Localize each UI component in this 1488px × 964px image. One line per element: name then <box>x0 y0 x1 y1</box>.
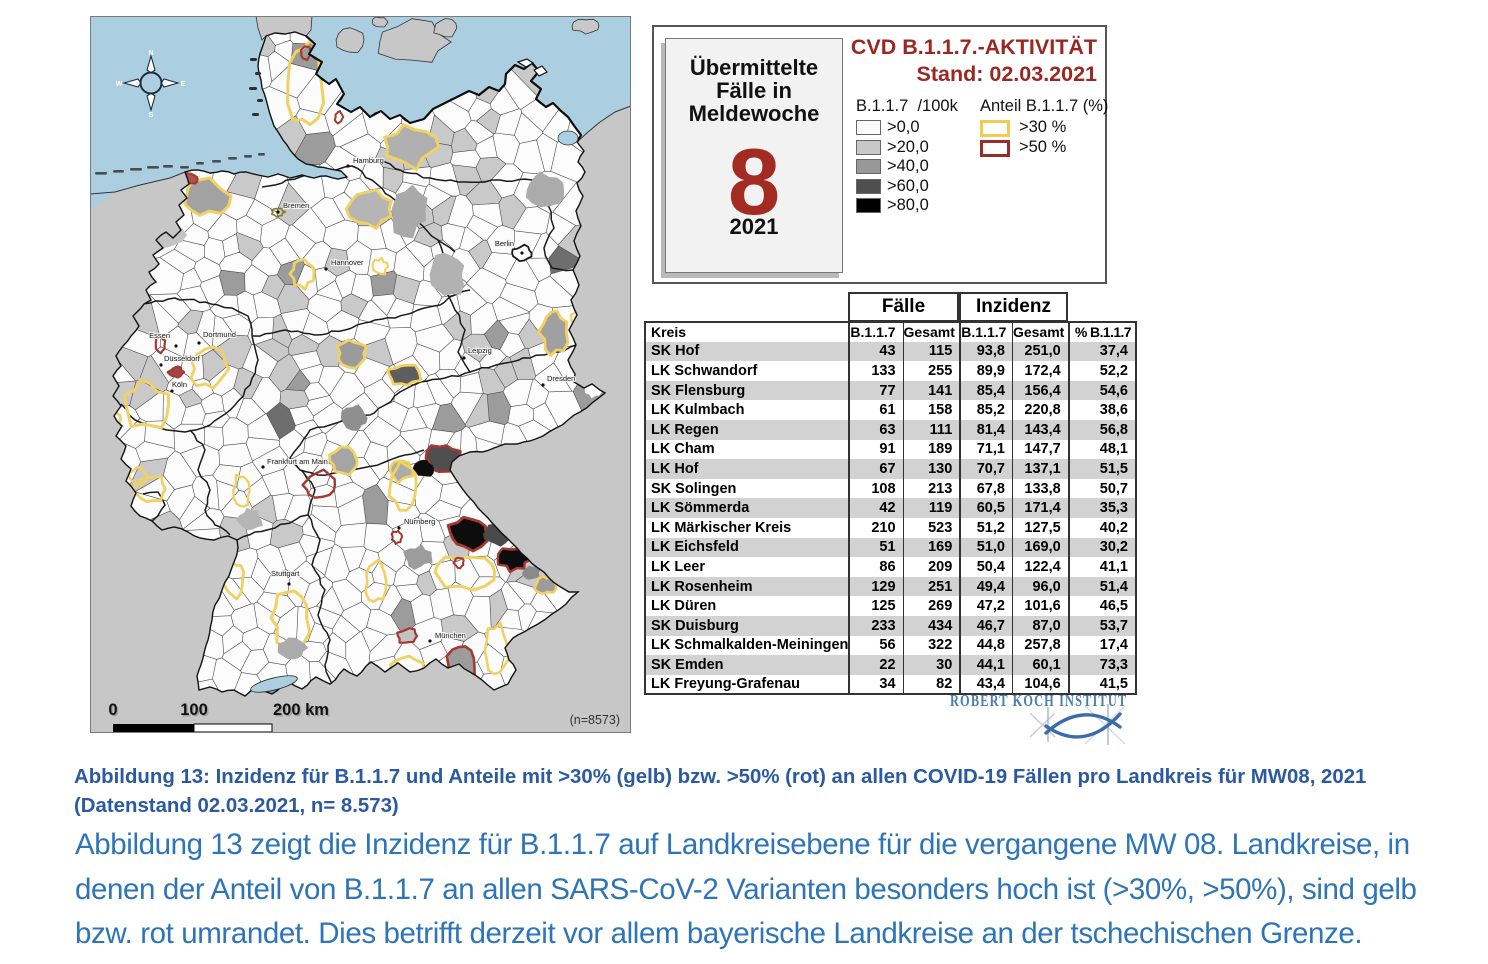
svg-text:Bremen: Bremen <box>283 201 309 210</box>
svg-text:200 km: 200 km <box>275 703 331 721</box>
svg-text:Düsseldorf: Düsseldorf <box>164 354 201 363</box>
svg-text:E: E <box>181 81 186 88</box>
svg-text:Nürnberg: Nürnberg <box>404 517 435 526</box>
svg-text:(n=8573): (n=8573) <box>570 713 620 727</box>
svg-text:100: 100 <box>182 703 210 721</box>
svg-text:Frankfurt am Main: Frankfurt am Main <box>267 457 328 466</box>
svg-text:0: 0 <box>108 701 117 719</box>
svg-text:100: 100 <box>180 701 208 719</box>
svg-text:N: N <box>148 50 153 57</box>
svg-text:200 km: 200 km <box>273 701 329 719</box>
svg-text:Dortmund: Dortmund <box>203 330 236 339</box>
svg-text:München: München <box>435 631 466 640</box>
svg-text:Köln: Köln <box>172 380 187 389</box>
svg-text:Hamburg: Hamburg <box>353 156 384 165</box>
svg-text:W: W <box>116 81 123 88</box>
svg-text:0: 0 <box>110 703 119 721</box>
svg-text:Essen: Essen <box>149 331 170 340</box>
svg-text:Hannover: Hannover <box>331 258 364 267</box>
svg-text:Berlin: Berlin <box>495 239 514 248</box>
svg-text:Stuttgart: Stuttgart <box>271 569 300 578</box>
svg-text:Dresden: Dresden <box>547 374 575 383</box>
svg-text:Leipzig: Leipzig <box>468 346 492 355</box>
svg-text:S: S <box>149 112 154 119</box>
